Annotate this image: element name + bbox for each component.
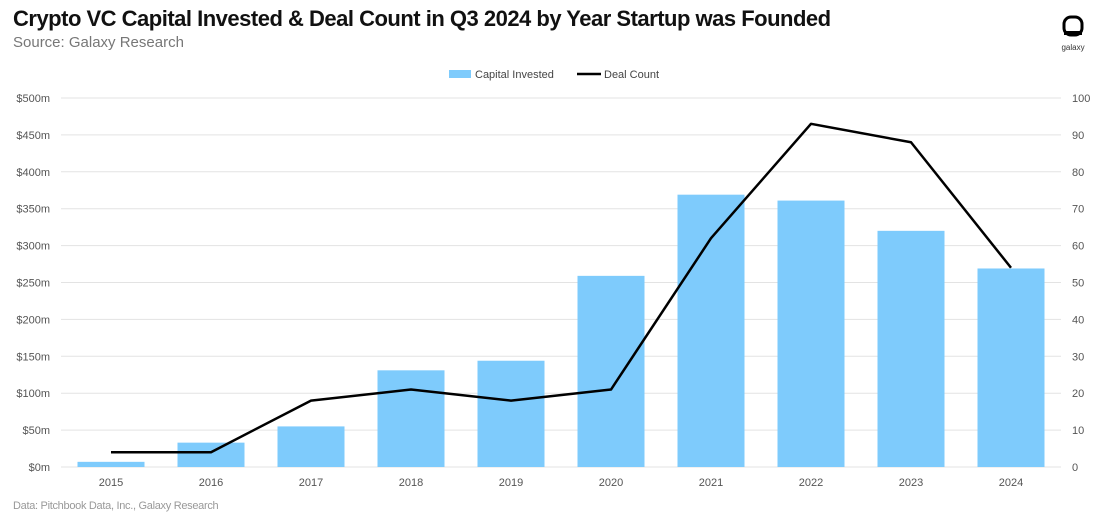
x-axis-tick-label: 2015 — [99, 477, 123, 489]
deal-count-line — [111, 122, 1012, 454]
bar-2019 — [477, 360, 545, 467]
legend-label-deal-count: Deal Count — [604, 69, 659, 81]
galaxy-logo: galaxy — [1058, 14, 1088, 52]
bar-2023 — [877, 230, 945, 467]
x-axis-tick-label: 2019 — [499, 477, 523, 489]
x-axis-tick-label: 2017 — [299, 477, 323, 489]
left-axis-tick-label: $0m — [29, 462, 50, 474]
left-axis-tick-label: $450m — [16, 130, 50, 142]
right-axis-tick-label: 30 — [1072, 351, 1084, 363]
right-axis-tick-label: 50 — [1072, 278, 1084, 290]
right-axis-tick-label: 20 — [1072, 388, 1084, 400]
right-axis-tick-label: 0 — [1072, 462, 1078, 474]
left-axis-tick-label: $50m — [22, 425, 50, 437]
logo-text: galaxy — [1061, 43, 1085, 52]
x-axis-tick-label: 2024 — [999, 477, 1023, 489]
chart-subtitle: Source: Galaxy Research — [13, 34, 184, 51]
bar-2018 — [377, 370, 445, 467]
right-axis-tick-label: 90 — [1072, 130, 1084, 142]
right-axis-tick-label: 80 — [1072, 167, 1084, 179]
bar-2024 — [977, 268, 1045, 467]
left-axis-tick-label: $200m — [16, 314, 50, 326]
left-axis-tick-label: $250m — [16, 278, 50, 290]
bar-2021 — [677, 194, 745, 468]
x-axis-tick-label: 2021 — [699, 477, 723, 489]
chart-title: Crypto VC Capital Invested & Deal Count … — [13, 6, 831, 31]
right-axis-tick-label: 100 — [1072, 93, 1090, 105]
left-axis-tick-label: $350m — [16, 204, 50, 216]
bar-2020 — [577, 275, 645, 467]
right-axis-tick-label: 60 — [1072, 241, 1084, 253]
galaxy-logo-icon — [1062, 15, 1084, 37]
right-axis-tick-label: 40 — [1072, 314, 1084, 326]
bar-2016 — [177, 442, 245, 467]
x-axis-tick-label: 2022 — [799, 477, 823, 489]
left-axis-tick-label: $500m — [16, 93, 50, 105]
x-axis-tick-label: 2020 — [599, 477, 623, 489]
left-axis-tick-label: $300m — [16, 241, 50, 253]
footer-note: Data: Pitchbook Data, Inc., Galaxy Resea… — [13, 500, 219, 512]
x-axis-tick-label: 2016 — [199, 477, 223, 489]
legend-label-capital-invested: Capital Invested — [475, 69, 554, 81]
bar-2015 — [77, 461, 145, 467]
left-axis-tick-label: $400m — [16, 167, 50, 179]
right-axis-tick-label: 70 — [1072, 204, 1084, 216]
left-axis-tick-label: $100m — [16, 388, 50, 400]
bar-2017 — [277, 426, 345, 467]
right-axis-tick-label: 10 — [1072, 425, 1084, 437]
left-axis-tick-label: $150m — [16, 351, 50, 363]
bar-2022 — [777, 200, 845, 467]
legend-swatch-capital-invested — [449, 70, 471, 78]
x-axis-tick-label: 2018 — [399, 477, 423, 489]
x-axis-tick-label: 2023 — [899, 477, 923, 489]
